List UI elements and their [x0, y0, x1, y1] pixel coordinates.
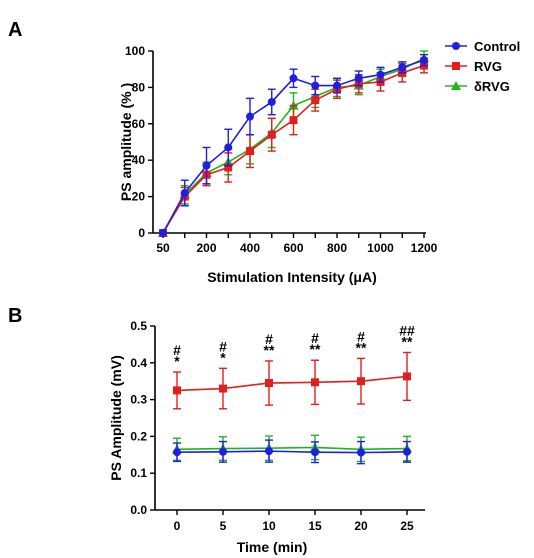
panel-a-x-tick-label: 1000: [367, 241, 394, 255]
panel-b-rvg-line: [176, 375, 408, 392]
panel-a-point: [202, 161, 211, 170]
panel-a-point: [224, 163, 233, 172]
panel-a-y-axis-label: PS amplitude (% ): [118, 83, 134, 201]
panel-a-point: [180, 188, 189, 197]
panel-b-y-tick-label: 0.5: [130, 319, 147, 333]
panel-b-y-axis-label: PS Amplitude (mV): [108, 355, 124, 481]
panel-b-point: [265, 379, 273, 388]
panel-a-point: [246, 147, 254, 156]
panel-b-star-annotation: *: [174, 353, 180, 369]
panel-a-x-axis-label: Stimulation Intensity (μA): [207, 269, 377, 285]
panel-b-axes: 0.0 0.1 0.2 0.3 0.4 0.5 0 5 10 15 20 25: [130, 319, 425, 533]
panel-b-hash-annotation: #: [357, 328, 365, 344]
panel-b-control-line: [176, 450, 408, 454]
legend-entry-0: Control: [474, 39, 520, 54]
panel-a-label: A: [8, 19, 22, 41]
panel-a-x-tick-label: 50: [156, 241, 170, 255]
panel-b-point: [357, 377, 365, 386]
panel-a-point: [224, 143, 233, 152]
panel-b-point: [403, 372, 411, 381]
panel-a-point: [354, 74, 363, 83]
panel-a-point: [289, 116, 298, 125]
panel-a-point: [398, 63, 407, 72]
legend-swatch-marker: [452, 42, 460, 50]
panel-a-point: [267, 130, 276, 139]
panel-a-x-tick-label: 800: [327, 241, 347, 255]
panel-a-point: [311, 81, 320, 90]
panel-b-y-tick-label: 0.1: [130, 466, 147, 480]
panel-b-y-tick-label: 0.2: [130, 429, 147, 443]
panel-b-x-tick-label: 10: [262, 519, 276, 533]
panel-a-x-tick-label: 600: [283, 241, 303, 255]
panel-b-hash-annotation: #: [265, 331, 273, 347]
panel-b-star-annotation: **: [402, 333, 413, 349]
panel-a-point: [333, 81, 341, 90]
panel-a-point: [159, 229, 167, 237]
panel-b-point: [265, 447, 273, 456]
panel-a-point: [420, 56, 428, 65]
panel-a-x-tick-label: 1200: [411, 241, 438, 255]
panel-a-rvg-line: [162, 64, 425, 234]
panel-b-point: [219, 447, 227, 456]
panel-b-x-tick-label: 20: [354, 519, 368, 533]
legend-entry-2: δRVG: [474, 79, 510, 94]
panel-a-legend: Control RVG δRVG: [445, 39, 520, 94]
panel-b-x-tick-label: 25: [400, 519, 414, 533]
panel-a-y-tick-label: 100: [125, 44, 145, 58]
panel-b-y-tick-label: 0.4: [130, 356, 147, 370]
panel-b-hash-annotation: #: [173, 342, 181, 358]
panel-b-hash-annotation: #: [219, 338, 227, 354]
panel-b-δrvg-line: [176, 446, 408, 451]
panel-b-star-annotation: *: [220, 349, 226, 365]
panel-a-point: [246, 112, 254, 121]
panel-a-y-tick-label: 20: [132, 190, 146, 204]
panel-b-y-tick-label: 0.0: [130, 503, 147, 517]
panel-b-y-tick-label: 0.3: [130, 393, 147, 407]
panel-b-hash-annotation: #: [311, 330, 319, 346]
panel-b-star-annotation: **: [356, 339, 367, 355]
panel-b-x-axis-label: Time (min): [237, 539, 308, 555]
panel-b-x-tick-label: 0: [174, 519, 181, 533]
panel-b-point: [173, 386, 181, 395]
panel-b-label: B: [8, 305, 22, 327]
panel-a-y-tick-label: 80: [132, 80, 146, 94]
panel-b-point: [403, 447, 411, 456]
panel-b-point: [311, 378, 319, 387]
panel-b-point: [357, 448, 365, 457]
panel-b-point: [219, 384, 227, 393]
panel-a-x-tick-label: 400: [240, 241, 260, 255]
panel-b-plot: *# *# **#**#**# **##: [172, 322, 415, 465]
panel-b-point: [173, 448, 181, 457]
panel-a-point: [311, 96, 320, 105]
panel-b-star-annotation: **: [310, 341, 321, 357]
legend-swatch-marker: [452, 62, 460, 70]
panel-a-y-tick-label: 40: [132, 153, 146, 167]
panel-a-point: [376, 70, 385, 79]
panel-a-y-tick-label: 60: [132, 117, 146, 131]
panel-b-point: [311, 448, 319, 457]
panel-b-x-tick-label: 15: [308, 519, 322, 533]
panel-a-axes: 0 20 40 60 80 100 50 200 400 600 800 1000 1200: [125, 44, 438, 255]
panel-b-hash-annotation: ##: [399, 322, 415, 338]
panel-a-y-tick-label: 0: [138, 226, 145, 240]
panel-a-plot: [158, 50, 429, 237]
panel-b-x-tick-label: 5: [220, 519, 227, 533]
panel-a-point: [267, 97, 276, 106]
legend-entry-1: RVG: [474, 59, 502, 74]
legend-swatch-marker: [451, 81, 461, 90]
panel-b-star-annotation: **: [264, 342, 275, 358]
panel-a-x-tick-label: 200: [196, 241, 216, 255]
panel-a-point: [289, 74, 298, 83]
